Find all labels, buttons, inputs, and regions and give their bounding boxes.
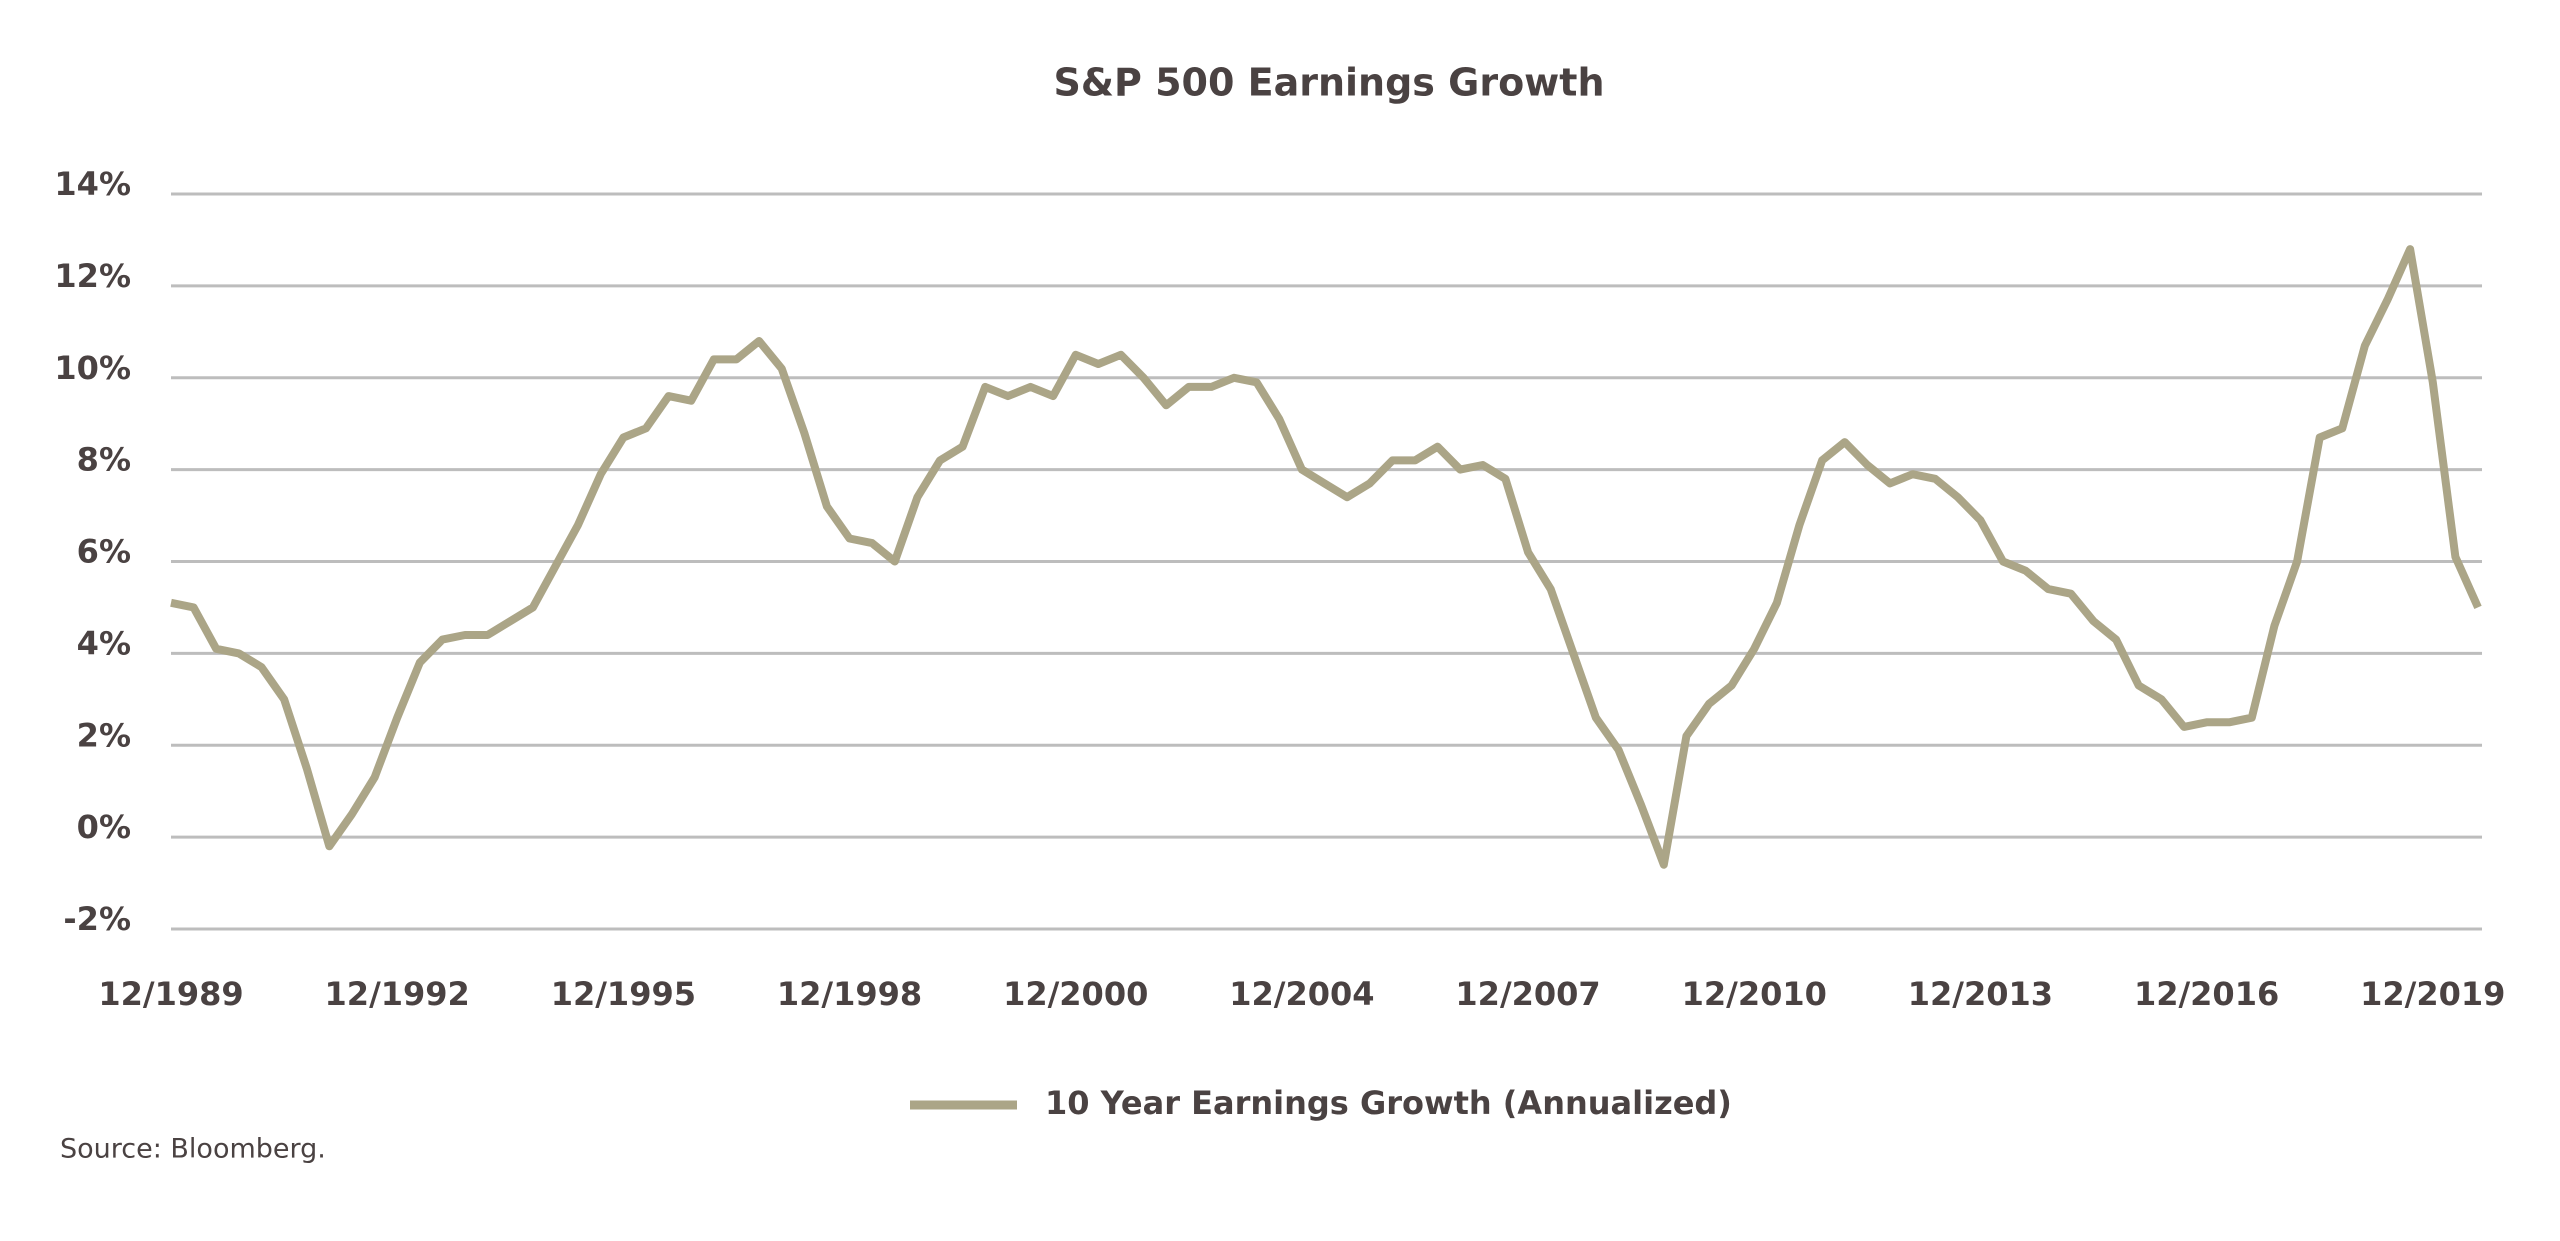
- y-tick-label: 0%: [77, 808, 131, 846]
- x-tick-label: 12/2004: [1229, 975, 1374, 1013]
- legend-label: 10 Year Earnings Growth (Annualized): [1045, 1084, 1732, 1122]
- x-tick-label: 12/2010: [1682, 975, 1827, 1013]
- y-tick-label: 8%: [77, 441, 131, 479]
- y-tick-label: 4%: [77, 624, 131, 662]
- x-tick-label: 12/1989: [98, 975, 243, 1013]
- y-tick-label: 10%: [54, 349, 131, 387]
- y-tick-label: -2%: [63, 900, 131, 938]
- x-tick-label: 12/2007: [1455, 975, 1600, 1013]
- y-tick-label: 6%: [77, 533, 131, 571]
- chart-title: S&P 500 Earnings Growth: [1053, 61, 1604, 105]
- y-tick-label: 12%: [54, 257, 131, 295]
- x-tick-label: 12/1995: [551, 975, 696, 1013]
- x-tick-label: 12/2019: [2360, 975, 2505, 1013]
- source-note: Source: Bloomberg.: [60, 1134, 326, 1165]
- x-tick-label: 12/1992: [325, 975, 470, 1013]
- x-tick-label: 12/2000: [1003, 975, 1148, 1013]
- x-tick-label: 12/2016: [2134, 975, 2279, 1013]
- data-line: [170, 245, 2482, 869]
- x-tick-label: 12/2013: [1908, 975, 2053, 1013]
- y-tick-label: 2%: [77, 716, 131, 754]
- x-tick-label: 12/1998: [777, 975, 922, 1013]
- y-tick-label: 14%: [54, 165, 131, 203]
